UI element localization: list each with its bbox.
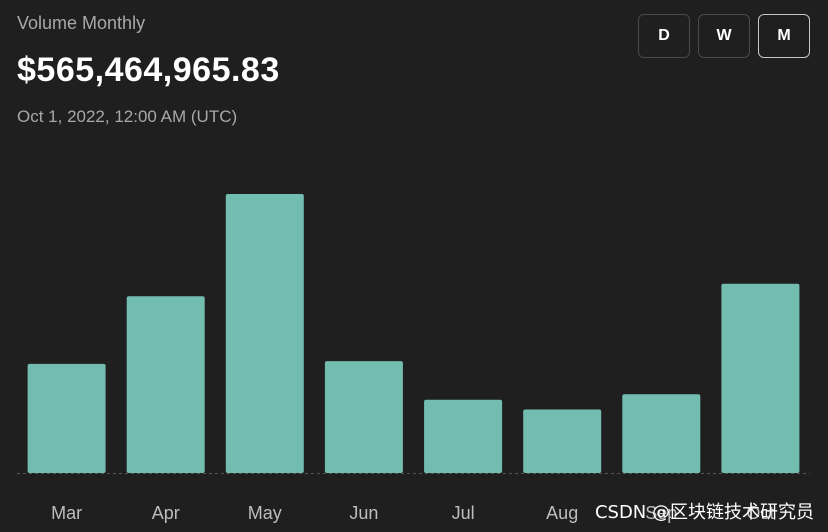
bar-oct[interactable]: [721, 283, 800, 473]
x-tick-label: May: [248, 503, 282, 523]
timestamp: Oct 1, 2022, 12:00 AM (UTC): [17, 107, 238, 126]
x-tick-label: Jun: [349, 503, 378, 523]
bar-jul[interactable]: [424, 399, 503, 473]
chart-subtitle: Volume Monthly: [17, 13, 146, 33]
x-tick-label: Aug: [546, 503, 578, 523]
x-tick-label: Sep: [645, 503, 677, 523]
bar-may[interactable]: [225, 194, 304, 473]
bar-sep[interactable]: [622, 394, 701, 473]
x-tick-label: Oct: [746, 503, 774, 523]
watermark: CSDN @区块链技术研究员: [594, 502, 814, 523]
bar-aug[interactable]: [523, 409, 602, 474]
x-tick-label: Apr: [152, 503, 180, 523]
bar-jun[interactable]: [324, 361, 403, 473]
bar-apr[interactable]: [126, 296, 205, 473]
period-week-button[interactable]: W: [698, 14, 750, 58]
header: Volume Monthly $565,464,965.83 Oct 1, 20…: [17, 12, 280, 128]
period-toggle: D W M: [638, 14, 810, 58]
period-day-button[interactable]: D: [638, 14, 690, 58]
bar-mar[interactable]: [27, 363, 106, 473]
x-tick-label: Jul: [452, 503, 475, 523]
x-tick-label: Mar: [51, 503, 82, 523]
period-month-button[interactable]: M: [758, 14, 810, 58]
volume-amount: $565,464,965.83: [17, 51, 280, 89]
